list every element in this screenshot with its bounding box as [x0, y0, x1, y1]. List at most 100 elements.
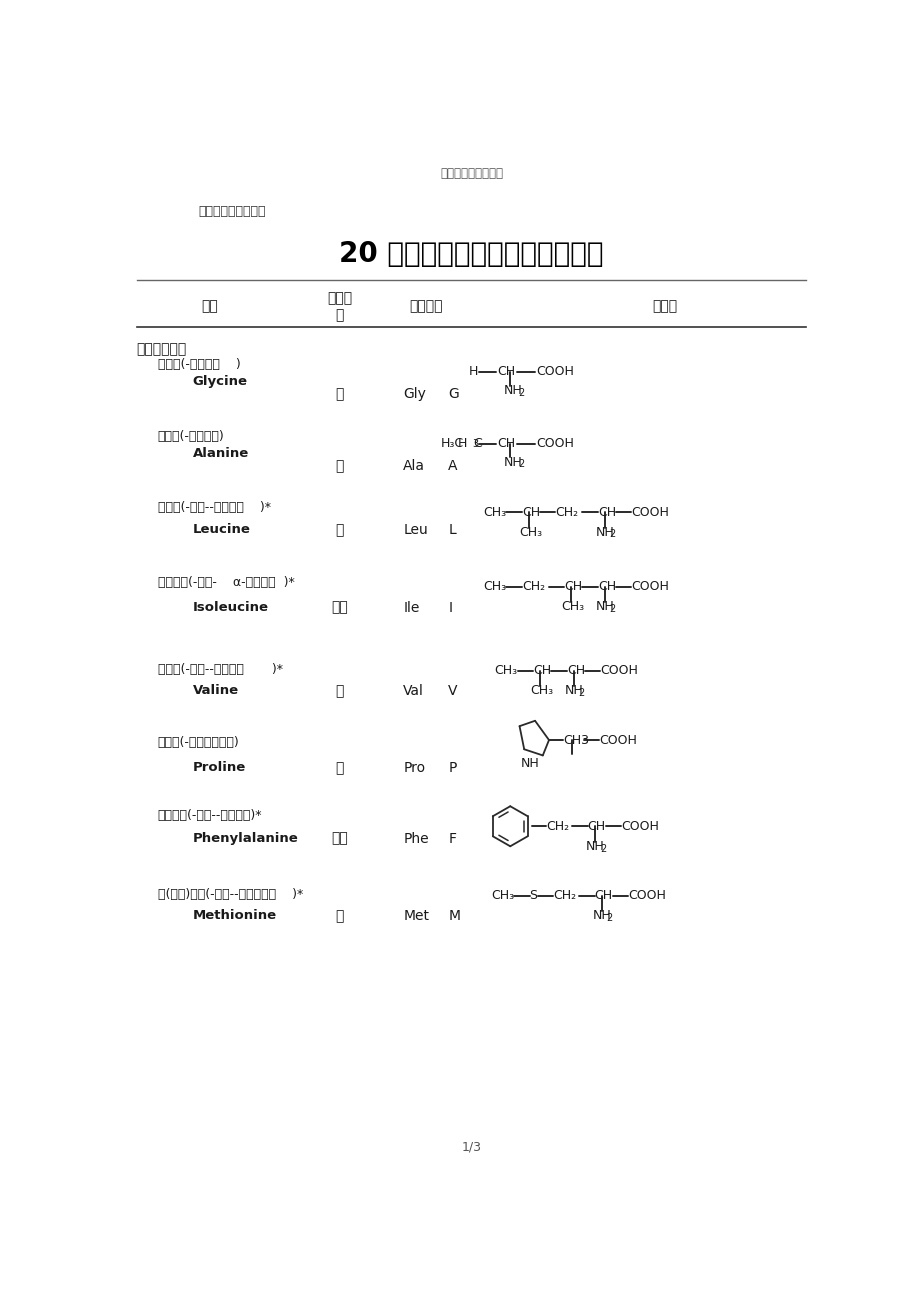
Text: CH: CH [594, 889, 612, 902]
Text: Gly: Gly [403, 387, 425, 401]
Text: COOH: COOH [599, 665, 638, 678]
Text: CH: CH [597, 506, 616, 519]
Text: 缬氨酸(-甲基--氨基丁酸       )*: 缬氨酸(-甲基--氨基丁酸 )* [157, 663, 282, 676]
Text: Proline: Proline [192, 761, 245, 774]
Text: 甘: 甘 [335, 387, 344, 401]
Text: 英文缩写: 英文缩写 [409, 298, 442, 313]
Text: Methionine: Methionine [192, 909, 277, 923]
Text: CH₃: CH₃ [482, 506, 505, 519]
Text: 写: 写 [335, 308, 344, 322]
Text: Leu: Leu [403, 523, 427, 537]
Text: Val: Val [403, 684, 424, 698]
Text: Glycine: Glycine [192, 375, 247, 388]
Text: L: L [448, 523, 456, 537]
Text: 亮: 亮 [335, 523, 344, 537]
Text: Ile: Ile [403, 601, 419, 615]
Text: C: C [472, 437, 482, 450]
Text: NH: NH [564, 684, 583, 697]
Text: COOH: COOH [598, 734, 637, 747]
Text: COOH: COOH [630, 506, 668, 519]
Text: 异亮氨酸(-甲基-    α-氨基戊酸  )*: 异亮氨酸(-甲基- α-氨基戊酸 )* [157, 576, 294, 589]
Text: Pro: Pro [403, 761, 425, 775]
Text: CH₃: CH₃ [482, 580, 505, 593]
Text: 1/3: 1/3 [461, 1140, 481, 1153]
Text: 丙: 丙 [335, 459, 344, 473]
Text: 2: 2 [606, 913, 612, 923]
Text: CH: CH [496, 437, 515, 450]
Text: NH: NH [592, 909, 610, 923]
Text: 2: 2 [608, 605, 615, 614]
Text: CH: CH [533, 665, 551, 678]
Text: 2: 2 [578, 688, 584, 698]
Text: CH₃: CH₃ [530, 684, 553, 697]
Text: 名称: 名称 [201, 298, 218, 313]
Text: Met: Met [403, 909, 429, 924]
Text: 脯: 脯 [335, 761, 344, 775]
Text: COOH: COOH [535, 365, 573, 378]
Text: COOH: COOH [620, 820, 658, 833]
Text: 蛋: 蛋 [335, 909, 344, 924]
Text: 结构式: 结构式 [652, 298, 677, 313]
Text: G: G [448, 387, 459, 401]
Text: CH: CH [564, 580, 582, 593]
Text: 非极性氨基酸: 非极性氨基酸 [137, 343, 187, 357]
Text: NH: NH [595, 525, 614, 538]
Text: P: P [448, 761, 456, 775]
Text: 中文缩: 中文缩 [327, 291, 352, 305]
Text: CH₃: CH₃ [491, 889, 514, 902]
Text: NH: NH [595, 601, 614, 614]
Text: 缬: 缬 [335, 684, 344, 698]
Text: CH₂: CH₂ [552, 889, 575, 902]
Text: Leucine: Leucine [192, 523, 250, 536]
Text: NH: NH [585, 839, 605, 852]
Text: S: S [529, 889, 537, 902]
Text: 2: 2 [599, 843, 606, 853]
Text: 异亮: 异亮 [331, 601, 347, 615]
Text: H₃C: H₃C [440, 437, 463, 450]
Text: CH₂: CH₂ [521, 580, 544, 593]
Text: 2: 2 [517, 460, 524, 469]
Text: CH: CH [566, 665, 584, 678]
Text: H: H [458, 437, 467, 450]
Text: Ala: Ala [403, 459, 425, 473]
Text: Phe: Phe [403, 831, 428, 846]
Text: 20 种常有氨基酸的名称和结构式: 20 种常有氨基酸的名称和结构式 [339, 240, 603, 267]
Text: 甘氨酸(-氨基乙酸    ): 甘氨酸(-氨基乙酸 ) [157, 358, 240, 371]
Text: COOH: COOH [630, 580, 668, 593]
Text: V: V [448, 684, 458, 698]
Text: A: A [448, 459, 458, 473]
Text: NH: NH [520, 757, 539, 770]
Text: 苯丙: 苯丙 [331, 831, 347, 846]
Text: COOH: COOH [535, 437, 573, 450]
Text: Valine: Valine [192, 684, 238, 697]
Text: F: F [448, 831, 456, 846]
Text: 蛋(甲硫)氨酸(-氨基--甲硫基戊酸    )*: 蛋(甲硫)氨酸(-氨基--甲硫基戊酸 )* [157, 887, 302, 900]
Text: CH3: CH3 [562, 734, 588, 747]
Text: 脯氨酸(-氧氢吡咯甲酸): 脯氨酸(-氧氢吡咯甲酸) [157, 736, 239, 749]
Text: 丙氨酸(-氨基丙酸): 丙氨酸(-氨基丙酸) [157, 430, 224, 443]
Text: M: M [448, 909, 460, 924]
Text: CH: CH [587, 820, 606, 833]
Text: 二十种氨基酸结构式: 二十种氨基酸结构式 [439, 167, 503, 180]
Text: CH₃: CH₃ [561, 601, 584, 614]
Text: 二十种氨基酸结构式: 二十种氨基酸结构式 [199, 205, 266, 218]
Text: NH: NH [503, 384, 521, 397]
Text: CH₂: CH₂ [554, 506, 578, 519]
Text: 2: 2 [517, 388, 524, 397]
Text: 3: 3 [471, 439, 478, 448]
Text: CH₃: CH₃ [494, 665, 517, 678]
Text: CH₂: CH₂ [545, 820, 569, 833]
Text: I: I [448, 601, 452, 615]
Text: 亮氨酸(-甲基--氨基戊酸    )*: 亮氨酸(-甲基--氨基戊酸 )* [157, 502, 270, 515]
Text: Phenylalanine: Phenylalanine [192, 831, 298, 844]
Text: CH: CH [496, 365, 515, 378]
Text: 2: 2 [608, 529, 615, 539]
Text: CH₃: CH₃ [518, 525, 541, 538]
Text: NH: NH [503, 456, 521, 469]
Text: COOH: COOH [628, 889, 665, 902]
Text: CH: CH [521, 506, 539, 519]
Text: CH: CH [597, 580, 616, 593]
Text: Isoleucine: Isoleucine [192, 601, 268, 614]
Text: 苯丙氨酸(-苯基--氨基丙酸)*: 苯丙氨酸(-苯基--氨基丙酸)* [157, 809, 262, 822]
Text: Alanine: Alanine [192, 447, 248, 460]
